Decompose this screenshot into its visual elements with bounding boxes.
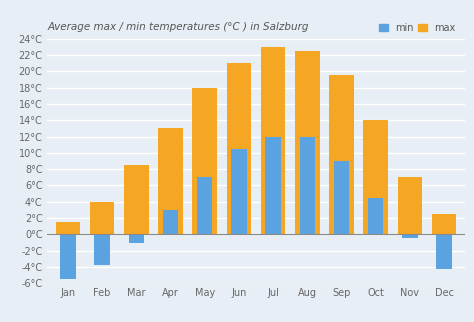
Bar [90,202,114,234]
Bar [227,63,251,234]
Bar [192,88,217,234]
Bar [436,234,452,270]
Bar [334,161,349,234]
Bar [261,47,285,234]
Bar [128,234,144,242]
Bar [300,137,315,234]
Bar [158,128,183,234]
Bar [295,51,319,234]
Bar [329,75,354,234]
Bar [231,149,246,234]
Bar [197,177,212,234]
Bar [55,222,80,234]
Text: Average max / min temperatures (°C ) in Salzburg: Average max / min temperatures (°C ) in … [47,22,309,32]
Bar [368,198,383,234]
Bar [402,234,418,239]
Bar [94,234,110,265]
Bar [432,214,456,234]
Legend: min, max: min, max [375,19,460,37]
Bar [265,137,281,234]
Bar [124,165,149,234]
Bar [60,234,76,279]
Bar [363,120,388,234]
Bar [163,210,178,234]
Bar [398,177,422,234]
